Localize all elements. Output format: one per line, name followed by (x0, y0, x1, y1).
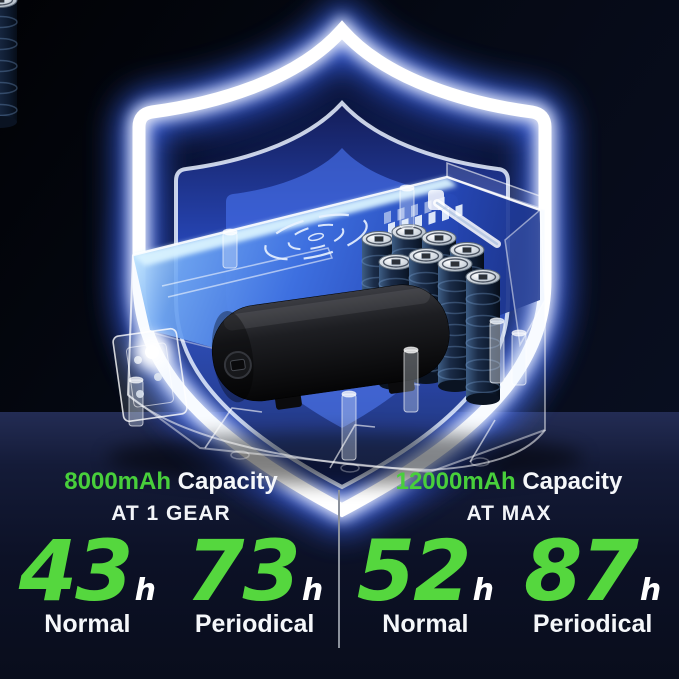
stat-label: Periodical (532, 610, 653, 639)
bottom-skids (204, 407, 496, 473)
spec-column-1gear: 8000mAh Capacity AT 1 GEAR 43 h Normal 7… (12, 468, 330, 639)
handle-rod (428, 190, 501, 248)
stat-group-normal: 52 h Normal (356, 522, 494, 639)
black-battery-pack (211, 284, 450, 410)
stats-row: 52 h Normal 87 h Periodical (356, 522, 662, 639)
capacity-line: 12000mAh Capacity (396, 468, 623, 496)
stat-unit: h (301, 573, 324, 609)
stat-number: 52 h (356, 522, 494, 620)
mount-bracket (112, 327, 188, 423)
fan-icon (264, 213, 368, 261)
case-right-wall (504, 208, 546, 348)
pack-connector (223, 351, 252, 380)
stat-label: Normal (44, 610, 131, 639)
case-bottom-edge (127, 394, 546, 472)
capacity-line: 8000mAh Capacity (64, 468, 277, 496)
spec-section: 8000mAh Capacity AT 1 GEAR 43 h Normal 7… (0, 468, 679, 668)
stat-unit: h (639, 573, 662, 609)
stats-row: 43 h Normal 73 h Periodical (18, 522, 324, 639)
case-rim (132, 175, 541, 257)
capacity-value: 8000mAh (64, 468, 178, 495)
stat-unit: h (472, 573, 494, 609)
stat-number: 73 h (186, 522, 324, 620)
stat-label: Normal (382, 610, 469, 639)
capacity-label: Capacity (522, 468, 623, 495)
column-divider (338, 490, 340, 648)
stat-number: 87 h (524, 522, 662, 620)
stat-unit: h (134, 573, 156, 609)
capacity-value: 12000mAh (395, 468, 523, 495)
stat-label: Periodical (194, 610, 315, 639)
stat-value: 43 (18, 522, 134, 620)
deck-edge-highlight (133, 177, 457, 266)
capacity-label: Capacity (177, 468, 278, 495)
stat-group-periodical: 87 h Periodical (524, 522, 662, 639)
stat-group-normal: 43 h Normal (18, 522, 156, 639)
condition-label: AT 1 GEAR (111, 502, 231, 525)
stat-group-periodical: 73 h Periodical (186, 522, 324, 639)
condition-label: AT MAX (466, 502, 552, 525)
battery-case-render (0, 0, 583, 484)
spec-column-max: 12000mAh Capacity AT MAX 52 h Normal 87 … (350, 468, 668, 639)
case-posts (128, 184, 527, 461)
stat-number: 43 h (18, 522, 156, 620)
product-shadow (107, 432, 583, 484)
stat-value: 87 (524, 522, 639, 620)
stat-value: 73 (186, 522, 301, 620)
stat-value: 52 (356, 522, 472, 620)
